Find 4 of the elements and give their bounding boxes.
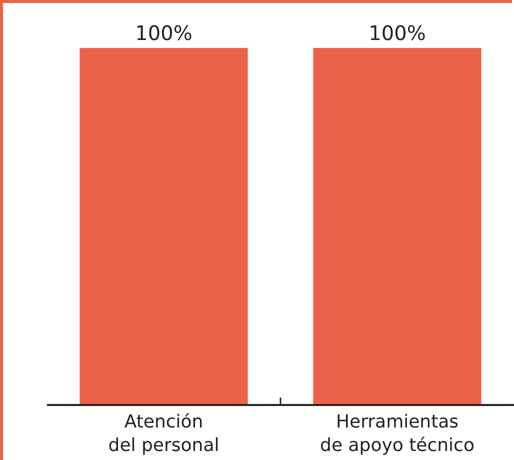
data-label: 100%: [135, 21, 192, 45]
data-label: 100%: [368, 21, 426, 45]
x-tick-label: Herramientas de apoyo técnico: [320, 412, 474, 456]
x-tick-label: Atención del personal: [108, 412, 220, 456]
